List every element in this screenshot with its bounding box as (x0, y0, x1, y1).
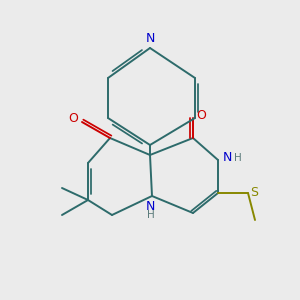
Text: H: H (234, 153, 242, 163)
Text: O: O (69, 112, 79, 125)
Text: N: N (146, 200, 155, 213)
Text: H: H (147, 210, 154, 220)
Text: N: N (223, 151, 232, 164)
Text: N: N (145, 32, 155, 46)
Text: S: S (250, 187, 259, 200)
Text: O: O (196, 109, 206, 122)
